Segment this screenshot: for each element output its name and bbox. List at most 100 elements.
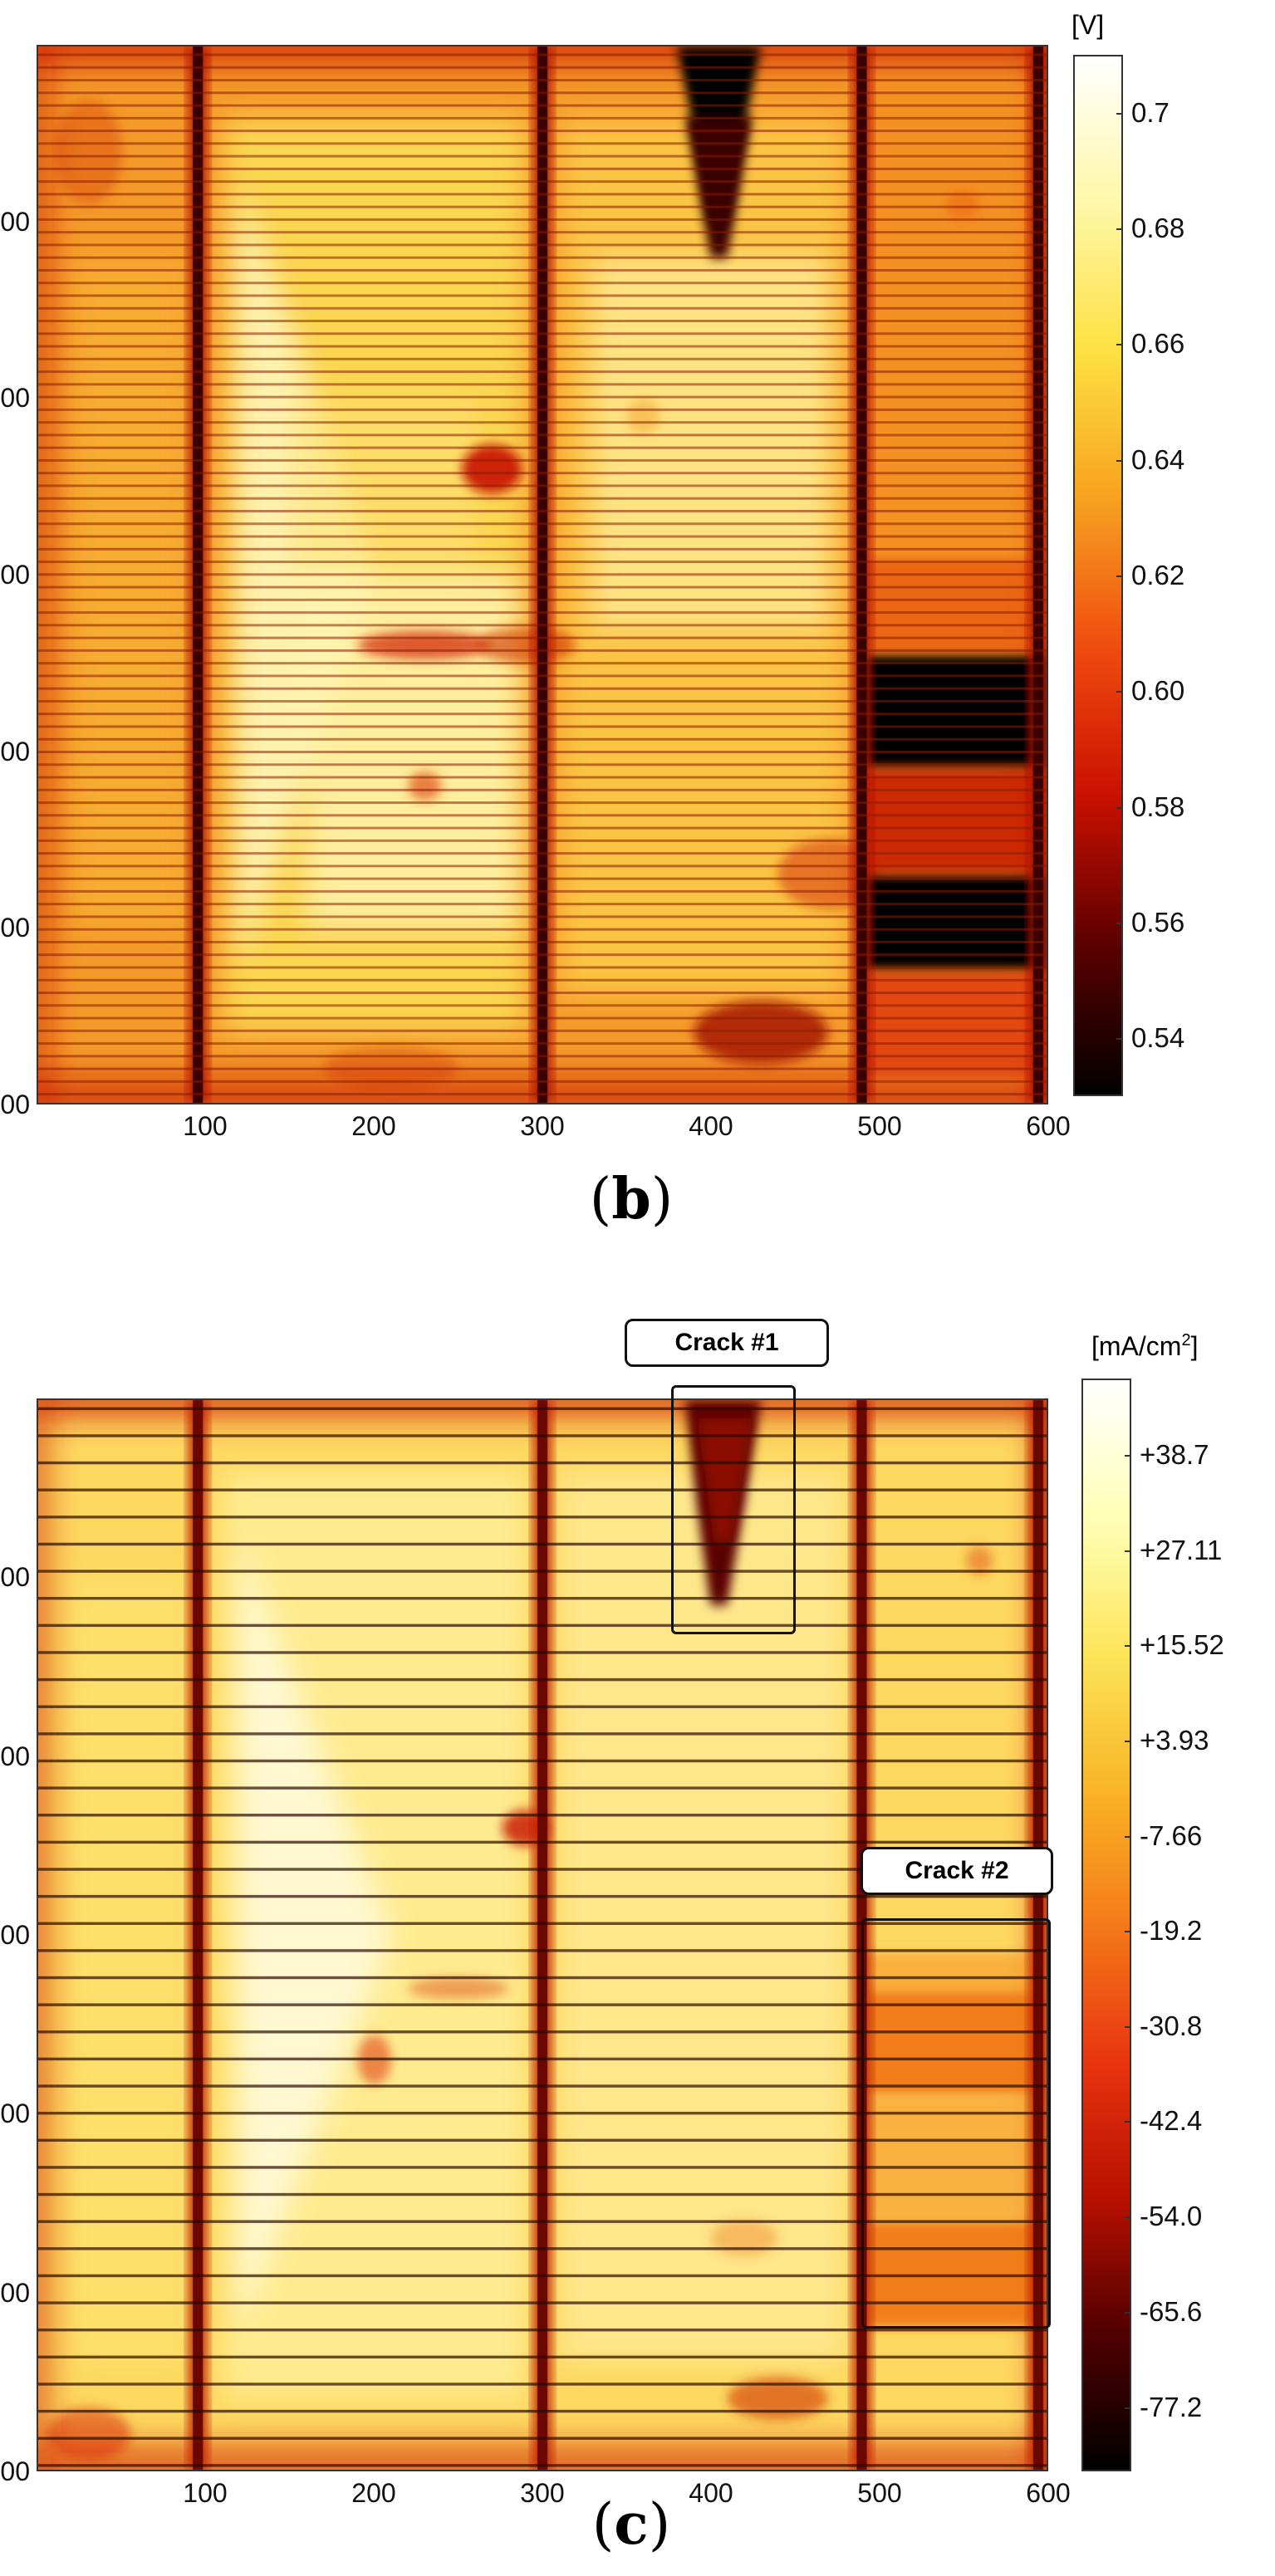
panel-letter-b: b	[611, 1166, 651, 1232]
finger-line	[38, 522, 1047, 526]
finger-line	[38, 458, 1047, 462]
defect-region	[861, 768, 1047, 874]
colorbar-tick-label: -65.6	[1140, 2296, 1203, 2328]
y-tick-label: 300	[0, 560, 30, 590]
defect-shape	[684, 116, 753, 258]
finger-line	[38, 231, 1047, 234]
colorbar-tick-label: 0.66	[1131, 328, 1185, 360]
finger-line	[38, 484, 1047, 487]
finger-line	[38, 662, 1047, 665]
finger-line	[38, 801, 1047, 805]
finger-line	[38, 1016, 1047, 1020]
defect-regions	[676, 47, 1047, 1077]
defect-region	[684, 116, 753, 258]
finger-line	[38, 547, 1047, 551]
colorbar-tick-label: -7.66	[1140, 1819, 1203, 1851]
heatmap-spot	[694, 1001, 828, 1065]
finger-line	[38, 205, 1047, 208]
finger-line	[38, 561, 1047, 564]
finger-line	[38, 725, 1047, 728]
finger-line	[38, 1922, 1047, 1925]
finger-line	[38, 421, 1047, 424]
defect-shape	[865, 2220, 1043, 2328]
colorbar-fill	[1075, 56, 1121, 1095]
colorbar-tick-mark	[1125, 1455, 1131, 1457]
finger-line	[38, 1542, 1047, 1546]
edge-left	[38, 1400, 52, 2470]
colorbar-tick-mark	[1116, 344, 1123, 346]
y-tick-label: 300	[0, 1920, 30, 1950]
finger-line	[38, 218, 1047, 221]
finger-line	[38, 814, 1047, 817]
finger-line	[38, 294, 1047, 297]
finger-line	[38, 180, 1047, 184]
defect-region	[861, 971, 1047, 1077]
colorbar-tick-mark	[1116, 575, 1123, 577]
busbar-core	[1032, 1400, 1043, 2470]
finger-line	[38, 2383, 1047, 2386]
finger-line	[38, 687, 1047, 690]
finger-line	[38, 357, 1047, 360]
colorbar-tick-label: +3.93	[1140, 1725, 1209, 1756]
voltage-colorbar-gradient	[1075, 56, 1121, 1095]
heatmap-spot	[727, 2377, 828, 2420]
finger-line	[38, 154, 1047, 158]
defect-region	[861, 874, 1047, 971]
colorbar-tick-mark	[1125, 1835, 1131, 1838]
finger-line	[38, 1651, 1047, 1654]
current-colorbar	[1081, 1379, 1131, 2471]
finger-line	[38, 53, 1047, 56]
finger-line	[38, 383, 1047, 386]
finger-line	[38, 408, 1047, 411]
y-tick-label: 100	[0, 1562, 30, 1593]
colorbar-tick-label: 0.7	[1131, 96, 1170, 128]
colorbar-tick-label: -77.2	[1140, 2391, 1203, 2422]
finger-line	[38, 2084, 1047, 2088]
defect-shape	[861, 768, 1047, 874]
colorbar-tick-label: 0.60	[1131, 675, 1185, 707]
finger-line	[38, 142, 1047, 145]
finger-line	[38, 915, 1047, 918]
busbar-4	[1027, 1400, 1047, 2470]
voltage-heatmap	[37, 45, 1048, 1104]
colorbar-tick-mark	[1116, 459, 1123, 462]
finger-line	[38, 433, 1047, 437]
finger-line	[38, 611, 1047, 615]
panel-c: 100 200 300 400 500 600 100 200 300 400 500 600 Cr…	[0, 1279, 1275, 2576]
finger-line	[38, 243, 1047, 247]
colorbar-tick-label: 0.58	[1131, 791, 1185, 822]
panel-b: 100 200 300 400 500 600 100 200 300 400 500 600 0.…	[0, 0, 1275, 1279]
y-tick-label: 200	[0, 1741, 30, 1771]
finger-line	[38, 1093, 1047, 1096]
colorbar-tick-label: 0.62	[1131, 560, 1185, 590]
finger-line	[38, 2111, 1047, 2115]
finger-line	[38, 1029, 1047, 1032]
bright-region	[239, 1542, 391, 2328]
busbar-core	[193, 1400, 204, 2470]
finger-line	[38, 130, 1047, 133]
colorbar-tick-mark	[1125, 1741, 1131, 1743]
finger-line	[38, 1516, 1047, 1519]
finger-line	[38, 2328, 1047, 2332]
colorbar-tick-label: 0.56	[1131, 907, 1185, 938]
finger-line	[38, 79, 1047, 81]
x-tick-label: 300	[520, 2478, 565, 2508]
defect-shape	[865, 2095, 1043, 2221]
finger-line	[38, 585, 1047, 589]
finger-line	[38, 877, 1047, 880]
finger-line	[38, 1840, 1047, 1844]
defect-region	[697, 1418, 753, 1543]
current-unit-superscript: 2	[1181, 1331, 1191, 1349]
current-density-heatmap	[37, 1398, 1048, 2471]
colorbar-tick-mark	[1116, 228, 1123, 230]
finger-line	[38, 1868, 1047, 1871]
heatmap-spot	[626, 399, 660, 434]
colorbar-tick-mark	[1116, 112, 1123, 115]
x-tick-label: 500	[857, 1111, 902, 1141]
colorbar-tick-mark	[1125, 1930, 1131, 1932]
y-tick-label: 600	[0, 1090, 30, 1119]
finger-line	[38, 1677, 1047, 1682]
finger-line	[38, 256, 1047, 259]
heatmap-spot	[965, 1546, 993, 1575]
colorbar-tick-label: -30.8	[1140, 2010, 1203, 2041]
